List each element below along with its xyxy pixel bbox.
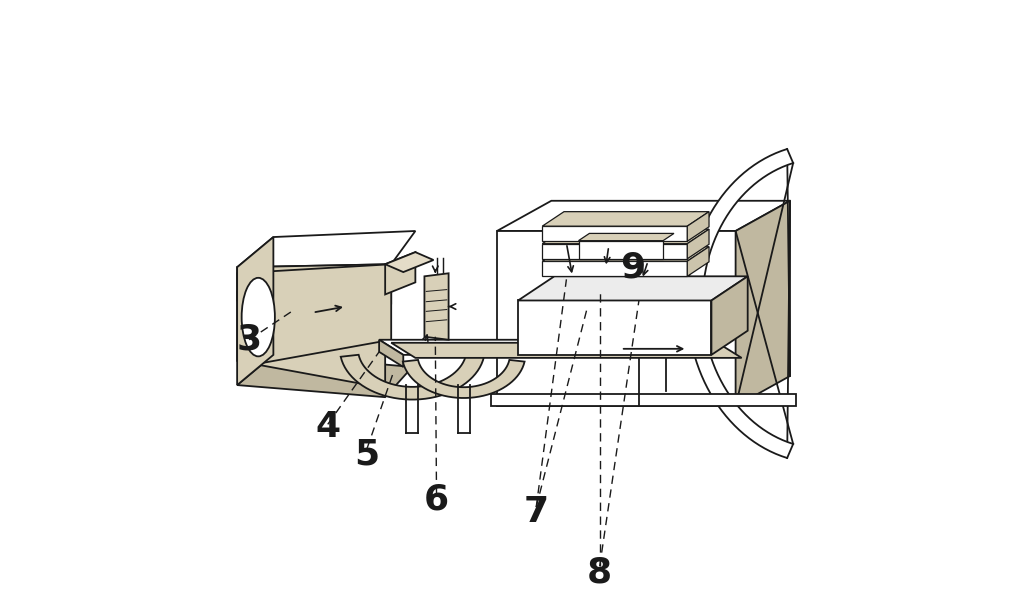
Polygon shape bbox=[542, 229, 709, 243]
Text: 9: 9 bbox=[620, 250, 645, 284]
Polygon shape bbox=[237, 231, 415, 267]
Polygon shape bbox=[686, 246, 709, 276]
Polygon shape bbox=[686, 212, 709, 241]
Polygon shape bbox=[735, 201, 790, 406]
Polygon shape bbox=[341, 354, 483, 399]
Text: 5: 5 bbox=[354, 438, 379, 472]
Text: 4: 4 bbox=[314, 410, 340, 444]
Polygon shape bbox=[402, 360, 524, 398]
Text: 7: 7 bbox=[523, 495, 548, 529]
Ellipse shape bbox=[242, 278, 275, 356]
Polygon shape bbox=[542, 243, 686, 259]
Polygon shape bbox=[518, 276, 747, 300]
Polygon shape bbox=[686, 149, 793, 458]
Polygon shape bbox=[496, 201, 790, 231]
Text: 3: 3 bbox=[237, 323, 262, 357]
Polygon shape bbox=[518, 300, 711, 355]
Polygon shape bbox=[711, 276, 747, 355]
Polygon shape bbox=[379, 340, 403, 367]
Polygon shape bbox=[496, 231, 735, 406]
Polygon shape bbox=[686, 229, 709, 259]
Polygon shape bbox=[542, 246, 709, 261]
Polygon shape bbox=[578, 234, 673, 240]
Polygon shape bbox=[237, 355, 411, 397]
Polygon shape bbox=[391, 343, 741, 358]
Polygon shape bbox=[237, 237, 273, 385]
Polygon shape bbox=[542, 212, 709, 226]
Polygon shape bbox=[490, 394, 796, 406]
Polygon shape bbox=[385, 252, 433, 272]
Polygon shape bbox=[578, 240, 662, 259]
Text: 8: 8 bbox=[586, 555, 612, 589]
Polygon shape bbox=[237, 264, 391, 304]
Polygon shape bbox=[542, 226, 686, 241]
Polygon shape bbox=[237, 291, 385, 388]
Polygon shape bbox=[385, 252, 415, 294]
Polygon shape bbox=[237, 264, 391, 367]
Polygon shape bbox=[424, 273, 448, 340]
Polygon shape bbox=[542, 261, 686, 276]
Polygon shape bbox=[379, 340, 729, 355]
Text: 6: 6 bbox=[424, 483, 449, 517]
